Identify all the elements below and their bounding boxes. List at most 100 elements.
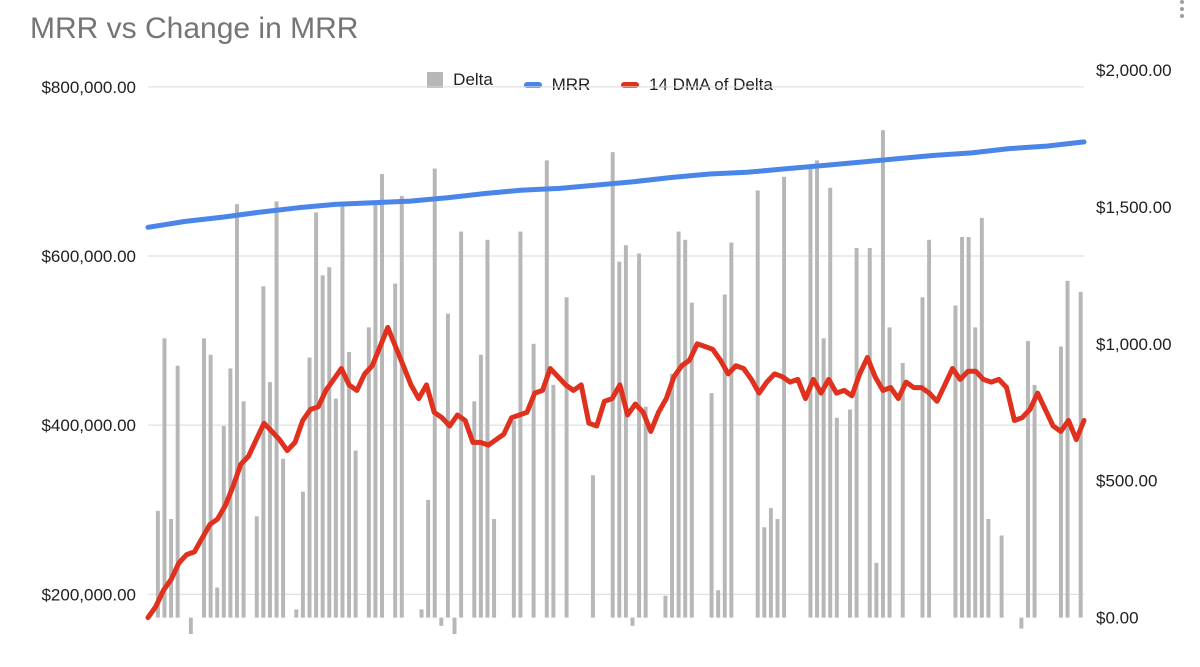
delta-bar[interactable] <box>485 239 490 618</box>
delta-bar[interactable] <box>347 352 352 618</box>
delta-bar[interactable] <box>854 247 859 618</box>
delta-bar[interactable] <box>432 168 437 618</box>
delta-bar[interactable] <box>676 231 681 618</box>
delta-bar[interactable] <box>267 382 272 618</box>
delta-bar[interactable] <box>623 245 628 618</box>
delta-bar[interactable] <box>254 516 259 618</box>
delta-bar[interactable] <box>1058 346 1063 618</box>
delta-bar[interactable] <box>327 267 332 618</box>
delta-bar[interactable] <box>452 617 457 635</box>
delta-bar[interactable] <box>175 365 180 618</box>
delta-bar[interactable] <box>590 475 595 618</box>
delta-bar[interactable] <box>215 587 220 618</box>
delta-bar[interactable] <box>848 409 852 618</box>
delta-bar[interactable] <box>709 393 714 618</box>
delta-bar[interactable] <box>610 152 615 618</box>
delta-bar[interactable] <box>419 609 424 618</box>
delta-bar[interactable] <box>683 239 688 618</box>
delta-bar[interactable] <box>459 231 464 618</box>
delta-bar[interactable] <box>768 508 773 618</box>
delta-bar[interactable] <box>511 420 516 618</box>
delta-bar[interactable] <box>920 297 925 618</box>
delta-bar[interactable] <box>478 354 483 618</box>
delta-bar[interactable] <box>399 195 404 618</box>
legend-item-mrr[interactable]: MRR <box>523 75 590 95</box>
delta-bar[interactable] <box>169 519 174 618</box>
delta-bar[interactable] <box>333 398 338 618</box>
delta-bar[interactable] <box>188 617 193 635</box>
delta-bar[interactable] <box>1065 280 1070 618</box>
delta-bar[interactable] <box>544 160 549 618</box>
delta-bar[interactable] <box>755 190 760 618</box>
delta-bar[interactable] <box>782 176 787 618</box>
delta-bar[interactable] <box>953 305 958 618</box>
delta-bar[interactable] <box>927 239 932 618</box>
delta-bar[interactable] <box>729 242 734 618</box>
delta-bar[interactable] <box>960 237 965 618</box>
delta-bar[interactable] <box>445 313 450 618</box>
delta-bar[interactable] <box>762 527 767 618</box>
delta-bar[interactable] <box>986 519 991 618</box>
delta-bar[interactable] <box>307 357 312 618</box>
delta-bar[interactable] <box>617 261 622 618</box>
delta-bar[interactable] <box>314 212 319 618</box>
mrr-line[interactable] <box>145 139 1087 230</box>
delta-bar[interactable] <box>900 362 905 618</box>
delta-bar[interactable] <box>643 406 648 618</box>
delta-bar[interactable] <box>439 617 444 626</box>
dma-line[interactable] <box>145 324 1087 621</box>
delta-bar[interactable] <box>834 417 839 618</box>
delta-bar[interactable] <box>821 338 826 618</box>
delta-bar[interactable] <box>775 519 780 618</box>
delta-bar[interactable] <box>320 275 325 618</box>
delta-bar[interactable] <box>867 247 872 618</box>
delta-bar[interactable] <box>689 302 694 618</box>
delta-bar[interactable] <box>531 343 536 618</box>
delta-bar[interactable] <box>722 294 727 618</box>
delta-bar[interactable] <box>551 384 556 618</box>
delta-bar[interactable] <box>162 338 167 618</box>
delta-bar[interactable] <box>1032 384 1037 618</box>
delta-bar[interactable] <box>808 168 813 618</box>
delta-bar[interactable] <box>716 590 721 618</box>
delta-bar[interactable] <box>973 327 978 618</box>
delta-bar[interactable] <box>999 535 1004 618</box>
delta-bar[interactable] <box>637 253 642 618</box>
delta-bar[interactable] <box>1078 291 1083 618</box>
delta-bar[interactable] <box>1019 617 1024 629</box>
delta-bar[interactable] <box>887 327 892 618</box>
delta-bar[interactable] <box>518 231 523 618</box>
delta-bar[interactable] <box>874 562 879 618</box>
delta-bar[interactable] <box>155 510 160 618</box>
delta-bar[interactable] <box>208 354 213 618</box>
delta-bar[interactable] <box>426 499 431 618</box>
delta-bar[interactable] <box>472 401 477 618</box>
delta-bar[interactable] <box>1025 341 1030 618</box>
delta-bar[interactable] <box>966 237 971 618</box>
delta-bar[interactable] <box>261 286 266 618</box>
delta-bar[interactable] <box>393 283 398 618</box>
delta-bar[interactable] <box>202 338 207 618</box>
delta-bar[interactable] <box>300 491 305 618</box>
delta-bar[interactable] <box>373 204 378 618</box>
legend-item-dma[interactable]: 14 DMA of Delta <box>621 75 773 95</box>
delta-bar[interactable] <box>353 450 358 618</box>
delta-bar[interactable] <box>492 519 497 618</box>
delta-bar[interactable] <box>630 617 635 626</box>
legend-item-delta[interactable]: Delta <box>427 70 493 90</box>
delta-bar[interactable] <box>340 201 345 618</box>
delta-bar[interactable] <box>221 425 226 618</box>
delta-bar[interactable] <box>235 204 239 618</box>
delta-bar[interactable] <box>294 609 299 618</box>
delta-bar[interactable] <box>880 130 885 618</box>
delta-bar[interactable] <box>281 458 286 618</box>
delta-bar[interactable] <box>380 174 384 618</box>
delta-bar[interactable] <box>564 297 569 618</box>
delta-bar[interactable] <box>979 217 984 618</box>
delta-bar[interactable] <box>670 373 675 618</box>
delta-bar[interactable] <box>663 595 668 618</box>
delta-bar[interactable] <box>828 187 833 618</box>
more-options-icon[interactable] <box>1178 0 1186 21</box>
delta-bar[interactable] <box>366 327 371 618</box>
delta-bar[interactable] <box>274 201 279 618</box>
